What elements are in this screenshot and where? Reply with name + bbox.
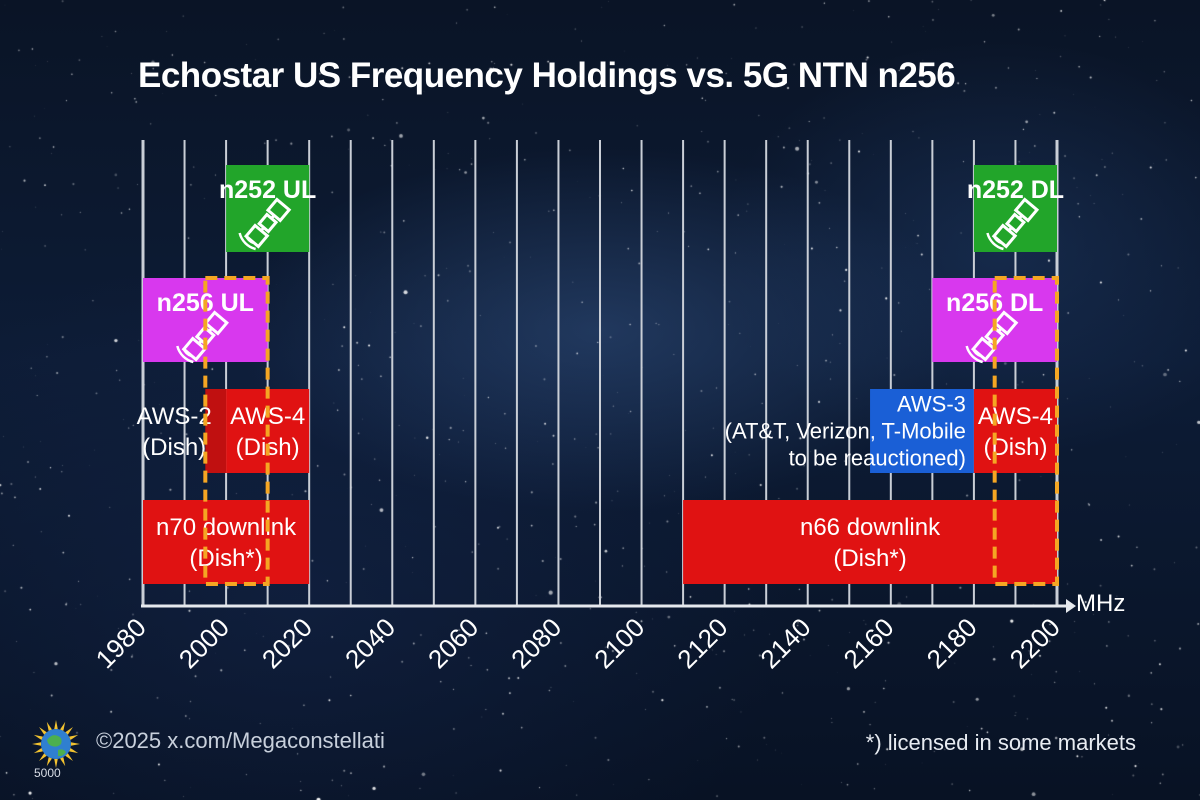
block-aws-4-low: AWS-4(Dish)	[226, 389, 310, 473]
block-label: n252 UL	[219, 176, 316, 204]
block-n252-dl: n252 DL	[967, 165, 1064, 252]
block-bar	[205, 389, 227, 473]
x-axis-arrow-icon	[1066, 599, 1076, 613]
x-axis-unit-label: MHz	[1076, 590, 1126, 617]
block-label-line: (Dish)	[142, 434, 206, 461]
block-label-line: AWS-2	[137, 403, 212, 430]
block-label-line: (Dish*)	[189, 545, 262, 572]
copyright-text: ©2025 x.com/Megaconstellati	[96, 728, 385, 753]
dashed-overlay-n256-dl-overlay	[992, 276, 1060, 586]
logo-number: 5000	[34, 766, 61, 780]
block-label-line: (Dish*)	[833, 545, 906, 572]
x-axis	[141, 599, 1076, 613]
block-label-line: to be reauctioned)	[789, 446, 966, 471]
block-label-line: (AT&T, Verizon, T-Mobile	[725, 419, 966, 444]
dashed-overlay-n256-ul-overlay	[203, 276, 270, 586]
chart-title: Echostar US Frequency Holdings vs. 5G NT…	[138, 56, 956, 95]
block-label: n252 DL	[967, 176, 1064, 204]
block-label-line: AWS-3	[897, 392, 966, 417]
block-n70-dl: n70 downlink (Dish*)	[143, 500, 310, 584]
block-n66-dl: n66 downlink (Dish*)	[683, 500, 1057, 584]
block-bar	[143, 500, 310, 584]
x-tick-2100: 2100	[588, 612, 650, 674]
x-tick-labels: 1980 2000 2020 2040 2060 2080 2100 2120 2140 2160…	[90, 612, 1066, 674]
block-label-line: AWS-4	[978, 403, 1053, 430]
block-bar	[870, 389, 974, 473]
satellite-icon	[991, 197, 1040, 249]
block-aws-4-high: AWS-4(Dish)	[973, 389, 1057, 473]
block-aws-2: AWS-2 (Dish)	[137, 389, 227, 473]
x-tick-2140: 2140	[754, 612, 816, 674]
globe-sun-logo-icon	[32, 720, 80, 768]
block-bar	[973, 389, 1057, 473]
x-tick-1980: 1980	[90, 612, 152, 674]
x-tick-2060: 2060	[422, 612, 484, 674]
x-tick-2080: 2080	[505, 612, 567, 674]
n256-overlay-dashes	[203, 276, 1060, 586]
x-tick-2200: 2200	[1004, 612, 1066, 674]
footnote-text: *) licensed in some markets	[865, 730, 1136, 755]
x-tick-2180: 2180	[921, 612, 983, 674]
x-tick-2120: 2120	[671, 612, 733, 674]
block-label-line: n66 downlink	[800, 514, 941, 541]
x-tick-2000: 2000	[173, 612, 235, 674]
x-tick-2040: 2040	[339, 612, 401, 674]
block-n252-ul: n252 UL	[219, 165, 316, 252]
x-tick-2020: 2020	[256, 612, 318, 674]
x-tick-2160: 2160	[838, 612, 900, 674]
block-label-line: n70 downlink	[156, 514, 297, 541]
